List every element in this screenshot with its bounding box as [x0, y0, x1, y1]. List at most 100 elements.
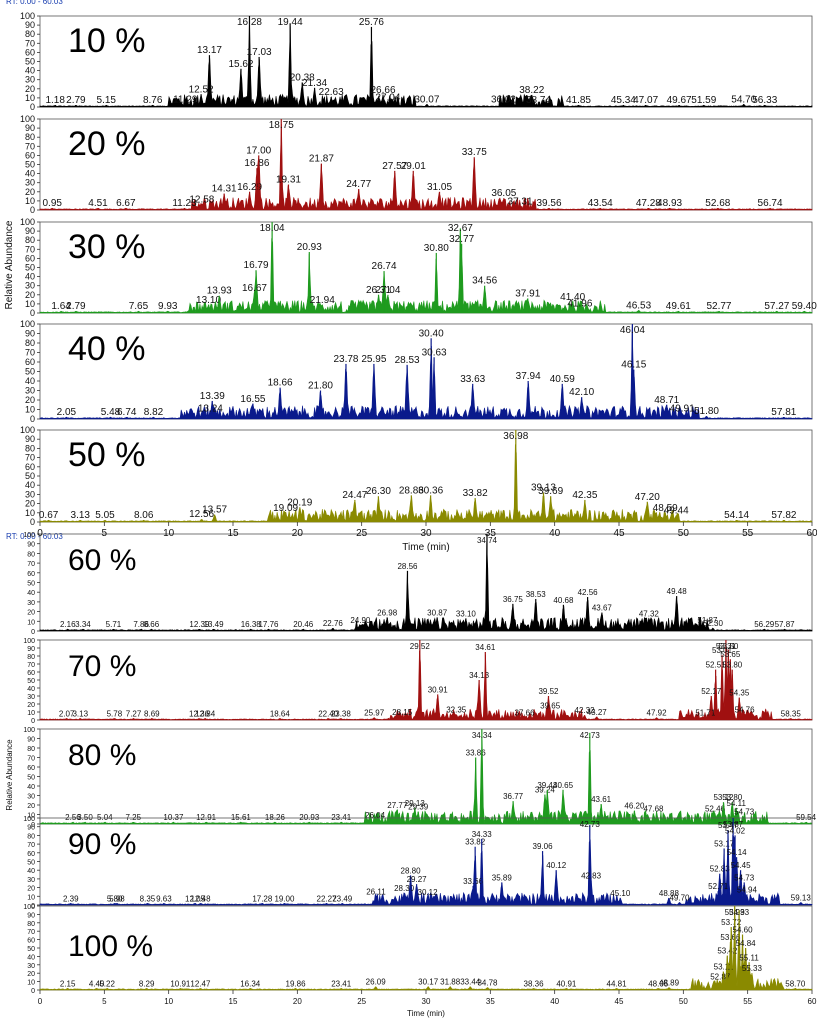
peak-label: 39.56	[536, 198, 561, 209]
y-tick-label: 80	[25, 132, 35, 142]
peak-label: 36.77	[503, 792, 524, 801]
peak-label: 39.24	[535, 786, 556, 795]
peak-label: 30.12	[418, 888, 439, 897]
y-tick-label: 50	[25, 160, 35, 170]
peak-label: 17.76	[258, 620, 279, 629]
peak-label: 56.33	[752, 95, 777, 106]
y-tick-label: 90	[25, 226, 35, 236]
peak-label: 34.74	[477, 536, 498, 545]
y-tick-label: 70	[27, 929, 35, 936]
peak-label: 41.96	[567, 298, 592, 309]
peak-label: 5.48	[101, 407, 121, 418]
peak-label: 26.11	[366, 887, 386, 896]
y-tick-label: 40	[27, 954, 35, 961]
peak-label: 39.65	[540, 701, 561, 710]
y-tick-label: 0	[31, 718, 35, 725]
peak-label: 54.33	[729, 908, 750, 917]
peak-label: 36.05	[491, 188, 516, 199]
peak-label: 28.56	[397, 562, 418, 571]
peak-label: 36.75	[503, 595, 524, 604]
x-tick-label: 10	[163, 528, 175, 539]
peak-label: 54.02	[725, 826, 746, 835]
y-tick-label: 60	[25, 462, 35, 472]
y-tick-label: 70	[27, 842, 35, 849]
peak-label: 49.61	[666, 301, 691, 312]
peak-label: 49.67	[667, 95, 692, 106]
peak-label: 26.98	[377, 608, 398, 617]
y-tick-label: 90	[27, 737, 35, 744]
panel-label: 40 %	[68, 330, 146, 368]
peak-label: 48.71	[654, 395, 679, 406]
peak-label: 39.43	[537, 781, 558, 790]
y-tick-label: 10	[27, 980, 35, 987]
y-tick-label: 10	[25, 93, 35, 103]
x-axis-lower: 0 5 10 15 20 25 30 35 40 45 50 55 60 Time (min)	[38, 990, 817, 1018]
peak-label: 20.46	[293, 620, 314, 629]
peak-label: 20.19	[287, 497, 312, 508]
peak-label: 51.80	[694, 406, 719, 417]
peak-label: 34.13	[469, 671, 490, 680]
peak-label: 48.93	[657, 198, 682, 209]
y-tick-label: 40	[25, 376, 35, 386]
x-tick-label: 10	[164, 997, 173, 1006]
peak-label: 48.05	[648, 979, 669, 988]
peak-label: 30.07	[414, 94, 439, 105]
y-tick-label: 100	[20, 217, 35, 227]
peak-label: 24.47	[342, 490, 367, 501]
y-tick-label: 80	[27, 833, 35, 840]
panel-label: 30 %	[68, 228, 146, 266]
peak-label: 54.11	[726, 799, 746, 808]
y-tick-label: 10	[25, 405, 35, 415]
peak-label: 20.93	[297, 242, 322, 253]
x-tick-label: 40	[549, 528, 561, 539]
peak-label: 19.31	[276, 175, 301, 186]
peak-label: 26.09	[366, 978, 387, 987]
peak-label: 54.73	[734, 873, 755, 882]
peak-label: 34.33	[472, 830, 493, 839]
panel-label: 80 %	[68, 739, 136, 772]
y-tick-label: 80	[27, 551, 35, 558]
y-tick-label: 50	[25, 471, 35, 481]
peak-label: 5.04	[97, 813, 113, 822]
peak-label: 5.80	[107, 894, 123, 903]
peak-label: 42.73	[580, 820, 601, 829]
peak-label: 42.10	[569, 387, 594, 398]
x-tick-label: 20	[292, 528, 304, 539]
peak-label: 16.28	[237, 17, 262, 28]
y-tick-label: 30	[25, 75, 35, 85]
y-tick-label: 60	[25, 47, 35, 57]
x-axis-upper: 0 5 10 15 20 25 30 35 40 45 50 55 60 Time (min)	[37, 522, 817, 553]
x-tick-label: 50	[679, 997, 688, 1006]
peak-label: 5.22	[99, 979, 115, 988]
peak-label: 16.86	[244, 158, 269, 169]
y-tick-label: 90	[27, 646, 35, 653]
y-tick-label: 70	[27, 662, 35, 669]
y-tick-label: 10	[27, 813, 35, 820]
y-tick-label: 50	[27, 581, 35, 588]
peak-label: 8.66	[144, 620, 160, 629]
peak-label: 54.94	[737, 886, 758, 895]
x-tick-label: 35	[486, 997, 495, 1006]
peak-label: 30.80	[424, 243, 449, 254]
y-tick-label: 90	[25, 123, 35, 133]
peak-label: 33.63	[460, 374, 485, 385]
peak-label: 42.83	[581, 872, 602, 881]
peak-label: 33.66	[463, 877, 484, 886]
peak-label: 13.49	[204, 620, 225, 629]
y-tick-label: 90	[27, 825, 35, 832]
y-tick-label: 40	[27, 686, 35, 693]
y-tick-label: 30	[25, 178, 35, 188]
peak-label: 7.65	[129, 301, 149, 312]
peak-label: 5.15	[97, 95, 117, 106]
peak-label: 41.40	[560, 292, 585, 303]
peak-label: 47.07	[633, 95, 658, 106]
y-tick-label: 20	[27, 702, 35, 709]
peak-label: 22.76	[323, 619, 344, 628]
y-tick-label: 100	[23, 532, 35, 539]
y-tick-label: 100	[23, 904, 35, 911]
peak-label: 36.98	[503, 431, 528, 442]
peak-label: 48.89	[659, 978, 680, 987]
peak-label: 40.65	[553, 781, 574, 790]
panel-frame	[39, 429, 813, 523]
